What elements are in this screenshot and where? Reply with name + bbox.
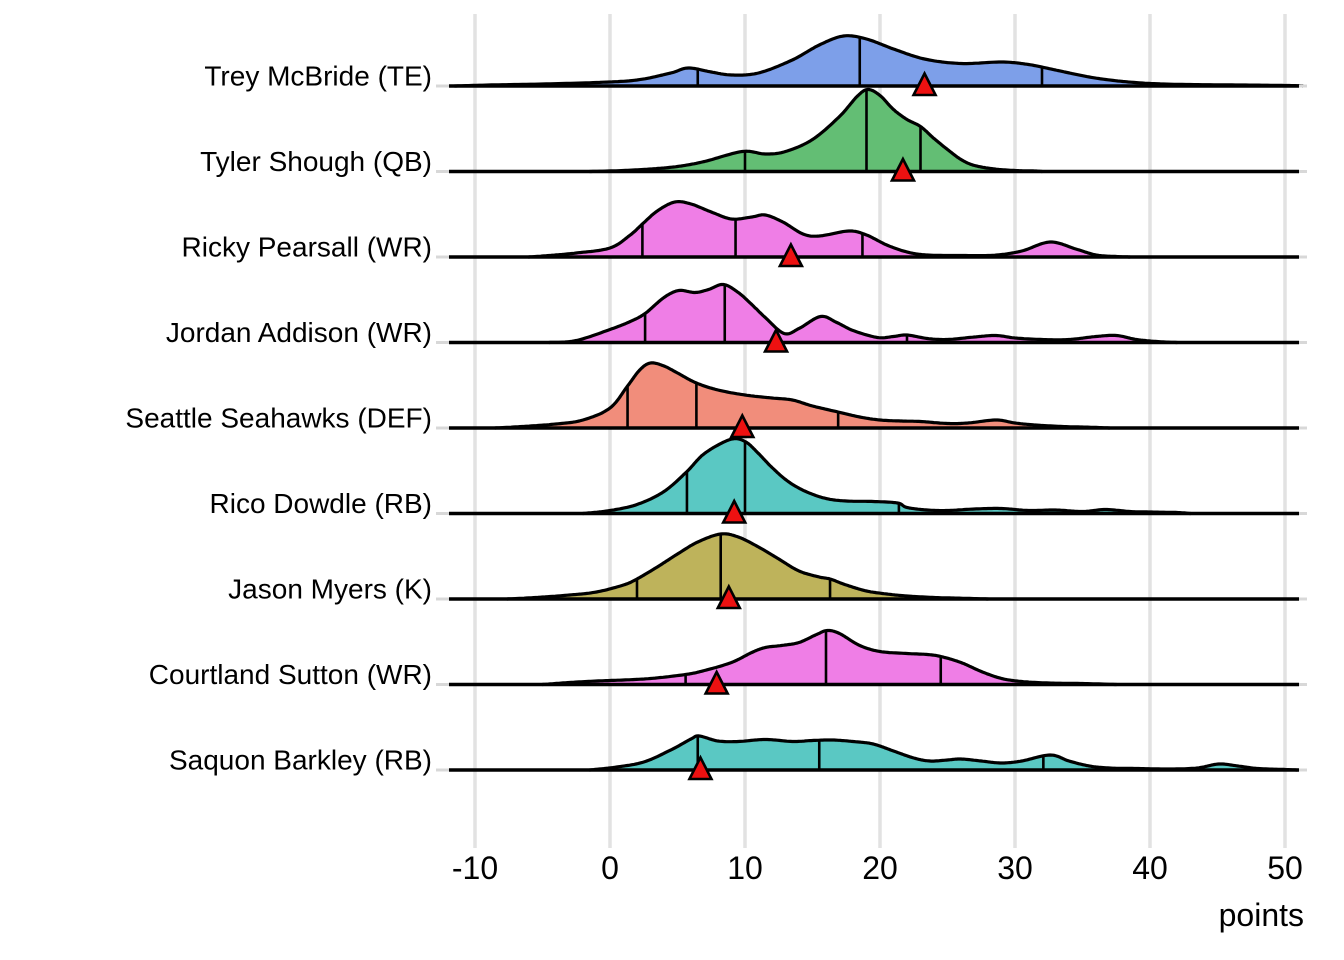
row-label-seattle-seahawks-def: Seattle Seahawks (DEF) [125,403,432,434]
density-fill-seattle-seahawks-def [495,362,1110,428]
density-outline-rico-dowdle-rb [581,437,1193,516]
density-fill-trey-mcbride-te [454,35,1303,86]
ridge-row-ricky-pearsall-wr: Ricky Pearsall (WR) [182,200,1307,268]
x-tick-label-50: 50 [1267,850,1303,886]
density-fill-tyler-shough-qb [589,89,1042,172]
marker-triangle-jordan-addison-wr [762,327,790,353]
marker-triangle-trey-mcbride-te [911,70,938,97]
density-fill-saquon-barkley-rb [589,735,1298,770]
row-label-jordan-addison-wr: Jordan Addison (WR) [166,317,432,348]
density-fill-ricky-pearsall-wr [529,201,1130,257]
x-tick-labels: -10 0 10 20 30 40 50 [452,850,1303,886]
ridge-row-trey-mcbride-te: Trey McBride (TE) [204,34,1307,97]
density-fill-rico-dowdle-rb [583,438,1191,514]
row-label-saquon-barkley-rb: Saquon Barkley (RB) [169,745,432,776]
density-outline-jason-myers-k [505,532,990,601]
row-label-courtland-sutton-wr: Courtland Sutton (WR) [149,659,432,690]
ridge-row-seattle-seahawks-def: Seattle Seahawks (DEF) [125,361,1307,439]
marker-triangle-jason-myers-k [715,583,742,610]
marker-triangle-seattle-seahawks-def [729,412,756,439]
ridge-row-tyler-shough-qb: Tyler Shough (QB) [200,87,1307,182]
x-tick-label--10: -10 [452,850,498,886]
marker-triangle-saquon-barkley-rb [687,754,714,781]
density-outline-seattle-seahawks-def [493,361,1112,430]
ridge-row-courtland-sutton-wr: Courtland Sutton (WR) [149,628,1307,695]
row-label-rico-dowdle-rb: Rico Dowdle (RB) [210,488,433,519]
x-tick-label-0: 0 [601,850,619,886]
density-outline-ricky-pearsall-wr [527,200,1132,259]
marker-triangle-courtland-sutton-wr [703,669,730,695]
x-tick-label-20: 20 [862,850,898,886]
density-outline-courtland-sutton-wr [540,628,1118,687]
x-tick-label-30: 30 [997,850,1033,886]
x-axis-title: points [1219,897,1304,933]
ridge-row-jason-myers-k: Jason Myers (K) [228,532,1307,610]
density-outline-tyler-shough-qb [588,87,1044,174]
ridge-row-saquon-barkley-rb: Saquon Barkley (RB) [169,734,1307,781]
row-label-trey-mcbride-te: Trey McBride (TE) [204,61,432,92]
marker-triangle-rico-dowdle-rb [721,498,748,524]
x-tick-label-40: 40 [1132,850,1168,886]
density-fill-jordan-addison-wr [549,284,1177,343]
row-label-ricky-pearsall-wr: Ricky Pearsall (WR) [182,232,432,263]
density-outline-jordan-addison-wr [547,282,1179,345]
row-label-tyler-shough-qb: Tyler Shough (QB) [200,146,432,177]
marker-triangle-ricky-pearsall-wr [777,241,805,268]
density-outline-trey-mcbride-te [453,34,1305,88]
x-tick-label-10: 10 [727,850,763,886]
row-label-jason-myers-k: Jason Myers (K) [228,574,432,605]
density-fill-jason-myers-k [507,533,988,599]
ridge-row-jordan-addison-wr: Jordan Addison (WR) [166,282,1307,353]
ridge-row-rico-dowdle-rb: Rico Dowdle (RB) [210,437,1307,524]
marker-triangle-tyler-shough-qb [889,156,917,182]
density-fill-courtland-sutton-wr [542,630,1117,685]
